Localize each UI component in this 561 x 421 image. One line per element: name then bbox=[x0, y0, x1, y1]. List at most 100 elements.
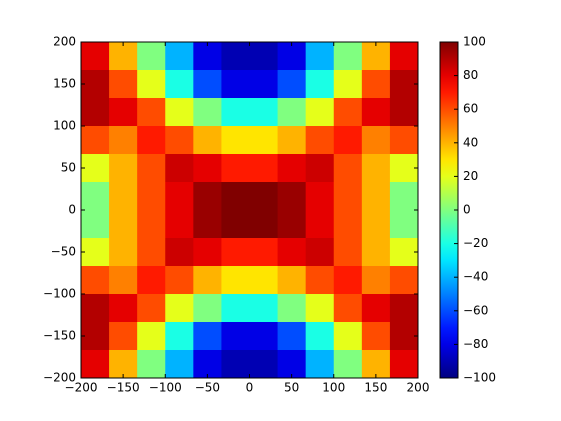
x-tick-label: 150 bbox=[364, 381, 387, 395]
heatmap-cell bbox=[362, 210, 391, 239]
heatmap-cell bbox=[193, 98, 222, 127]
colorbar-tick-label: 100 bbox=[463, 35, 486, 49]
heatmap-cell bbox=[362, 182, 391, 211]
y-tick-label: −200 bbox=[43, 371, 76, 385]
heatmap-cell bbox=[390, 182, 419, 211]
heatmap-cell bbox=[221, 42, 250, 71]
heatmap-cell bbox=[109, 70, 138, 99]
heatmap-cell bbox=[193, 266, 222, 295]
heatmap-cell bbox=[362, 322, 391, 351]
heatmap-cell bbox=[109, 266, 138, 295]
heatmap-cell bbox=[250, 322, 279, 351]
heatmap-cell bbox=[250, 42, 279, 71]
heatmap-cell bbox=[250, 70, 279, 99]
heatmap-cell bbox=[306, 154, 335, 183]
y-tick-label: 100 bbox=[53, 119, 76, 133]
heatmap-cell bbox=[250, 238, 279, 267]
heatmap-cell bbox=[334, 70, 363, 99]
heatmap-cell bbox=[306, 294, 335, 323]
heatmap-cell bbox=[165, 210, 194, 239]
heatmap-cell bbox=[334, 42, 363, 71]
heatmap-cell bbox=[221, 70, 250, 99]
heatmap-cell bbox=[193, 42, 222, 71]
y-tick-label: 150 bbox=[53, 77, 76, 91]
heatmap-cell bbox=[362, 238, 391, 267]
heatmap-cell bbox=[137, 210, 166, 239]
colorbar-tick-label: 0 bbox=[463, 203, 471, 217]
heatmap-cell bbox=[193, 182, 222, 211]
heatmap-cell bbox=[278, 210, 307, 239]
heatmap-cell bbox=[362, 126, 391, 155]
heatmap-cell bbox=[81, 210, 110, 239]
heatmap-cell bbox=[193, 70, 222, 99]
x-tick-label: −150 bbox=[107, 381, 140, 395]
heatmap-cell bbox=[81, 42, 110, 71]
heatmap-cell bbox=[165, 126, 194, 155]
heatmap-cell bbox=[306, 238, 335, 267]
heatmap-cell bbox=[109, 126, 138, 155]
heatmap-cell bbox=[306, 210, 335, 239]
heatmap-cell bbox=[390, 294, 419, 323]
heatmap-cell bbox=[137, 126, 166, 155]
heatmap-cell bbox=[250, 210, 279, 239]
heatmap-cell bbox=[334, 210, 363, 239]
heatmap-cell bbox=[109, 294, 138, 323]
heatmap-cell bbox=[81, 126, 110, 155]
heatmap-cell bbox=[165, 266, 194, 295]
heatmap-cell bbox=[334, 266, 363, 295]
heatmap-cell bbox=[306, 126, 335, 155]
heatmap-cell bbox=[250, 154, 279, 183]
heatmap-cell bbox=[137, 266, 166, 295]
heatmap-cell bbox=[221, 126, 250, 155]
heatmap-cell bbox=[334, 98, 363, 127]
heatmap-cell bbox=[221, 154, 250, 183]
x-tick-label: 100 bbox=[322, 381, 345, 395]
colorbar-tick-label: −20 bbox=[463, 236, 488, 250]
heatmap-cell bbox=[334, 350, 363, 379]
heatmap-cell bbox=[221, 210, 250, 239]
heatmap-cell bbox=[278, 322, 307, 351]
heatmap-cell bbox=[221, 350, 250, 379]
heatmap-cell bbox=[334, 154, 363, 183]
heatmap-cell bbox=[306, 98, 335, 127]
heatmap-cell bbox=[278, 126, 307, 155]
colorbar-tick-label: −40 bbox=[463, 270, 488, 284]
heatmap-cell bbox=[250, 350, 279, 379]
heatmap-cell bbox=[390, 42, 419, 71]
heatmap-cell bbox=[81, 238, 110, 267]
y-tick-label: −150 bbox=[43, 329, 76, 343]
heatmap-cell bbox=[81, 350, 110, 379]
heatmap-cell bbox=[81, 154, 110, 183]
heatmap-cell bbox=[137, 154, 166, 183]
colorbar-tick-label: 60 bbox=[463, 102, 478, 116]
heatmap-cell bbox=[334, 182, 363, 211]
colorbar-tick-label: 40 bbox=[463, 135, 478, 149]
heatmap-cell bbox=[137, 98, 166, 127]
heatmap-cell bbox=[278, 70, 307, 99]
heatmap-cell bbox=[221, 238, 250, 267]
heatmap-cell bbox=[278, 238, 307, 267]
heatmap-cell bbox=[390, 266, 419, 295]
x-tick-label: −50 bbox=[195, 381, 220, 395]
heatmap-cell bbox=[250, 98, 279, 127]
heatmap-cell bbox=[137, 294, 166, 323]
x-tick-label: 200 bbox=[407, 381, 430, 395]
y-tick-label: −100 bbox=[43, 287, 76, 301]
heatmap-cell bbox=[109, 98, 138, 127]
heatmap-cell bbox=[390, 210, 419, 239]
heatmap-cell bbox=[334, 294, 363, 323]
heatmap-cell bbox=[306, 350, 335, 379]
heatmap-cell bbox=[193, 210, 222, 239]
heatmap-cell bbox=[165, 70, 194, 99]
heatmap-cell bbox=[109, 322, 138, 351]
heatmap-cell bbox=[278, 294, 307, 323]
heatmap-cell bbox=[193, 238, 222, 267]
heatmap-cell bbox=[221, 182, 250, 211]
heatmap-cell bbox=[250, 266, 279, 295]
heatmap-cell bbox=[137, 182, 166, 211]
x-tick-label: 0 bbox=[246, 381, 254, 395]
heatmap-cell bbox=[137, 70, 166, 99]
heatmap-cell bbox=[137, 42, 166, 71]
heatmap-cell bbox=[221, 322, 250, 351]
